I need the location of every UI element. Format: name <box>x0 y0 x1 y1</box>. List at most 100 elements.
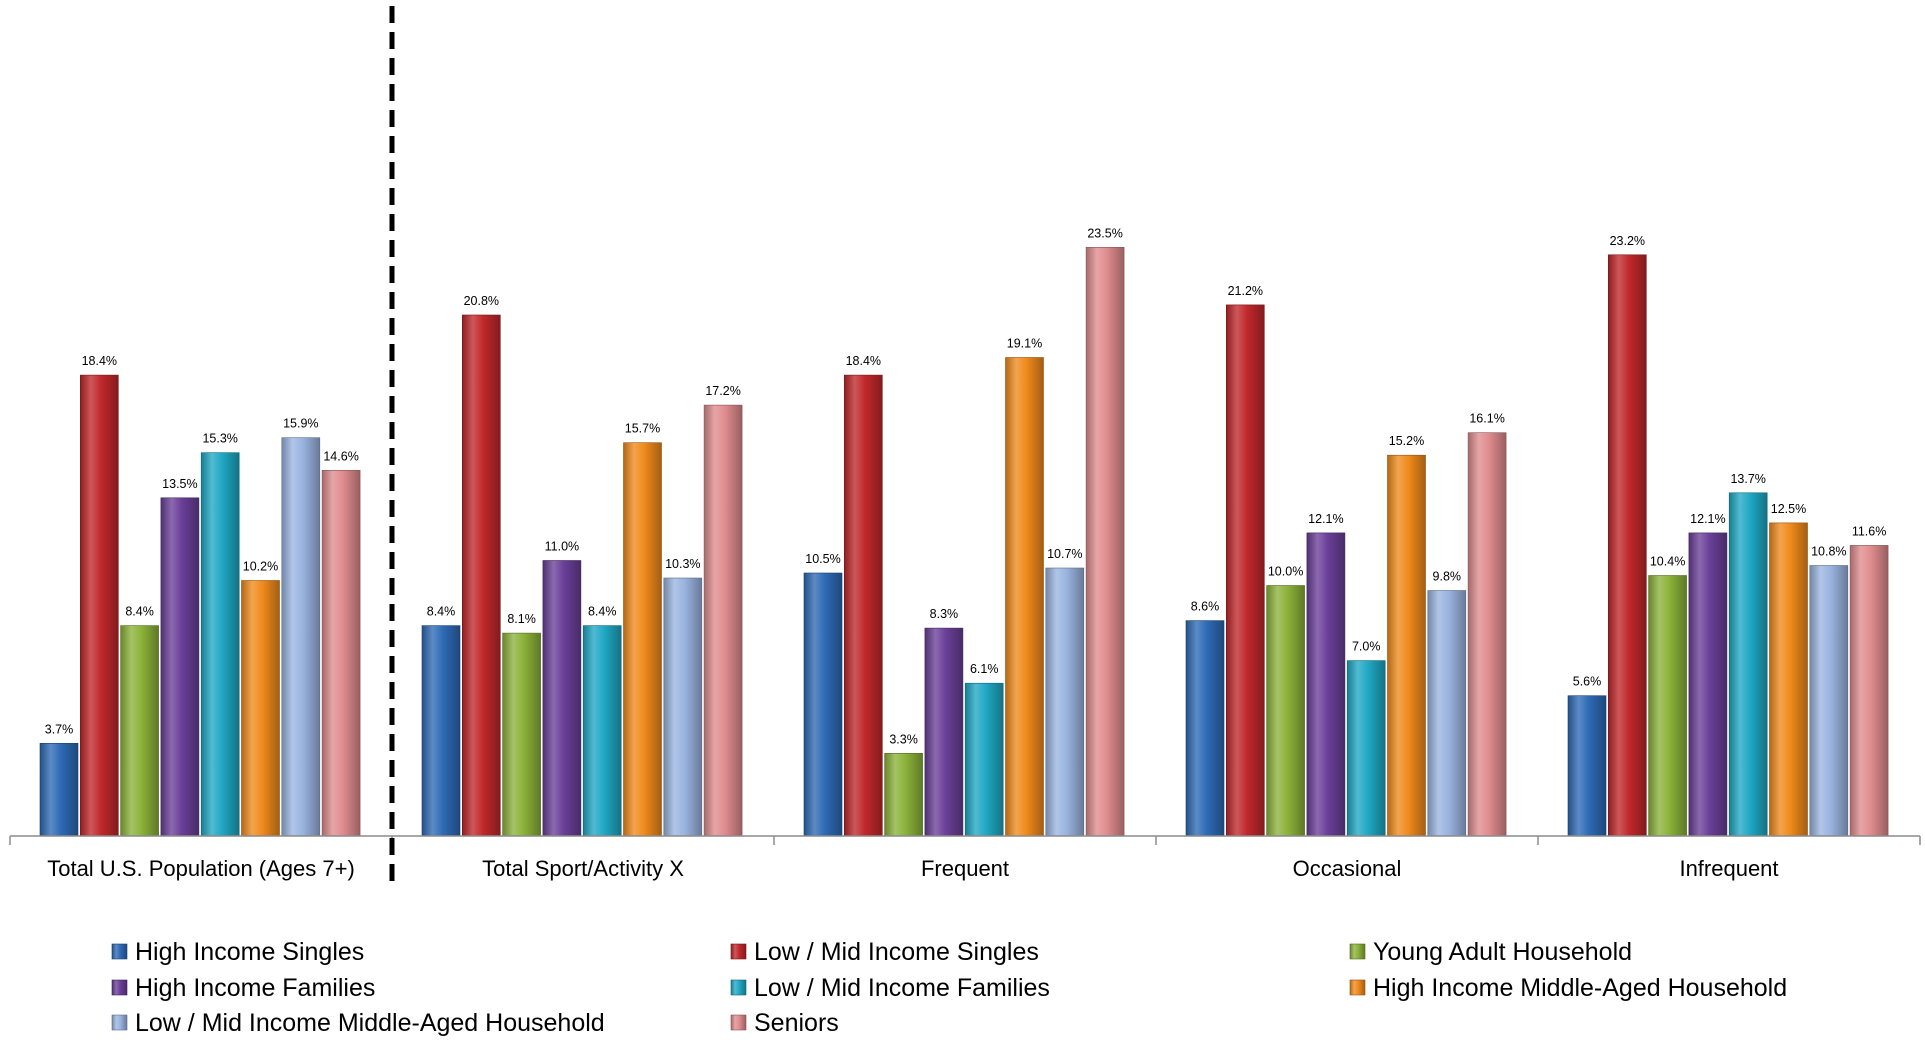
legend-swatch <box>1349 943 1366 960</box>
legend-item-low-mid-income-families: Low / Mid Income Families <box>730 974 1050 1002</box>
legend-item-high-income-families: High Income Families <box>111 974 375 1002</box>
bar-high-income-families-frequent <box>924 627 964 837</box>
legend-swatch <box>730 979 747 996</box>
value-label-low-mid-income-families-total-sport-activity-x: 8.4% <box>588 605 617 619</box>
bar-low-mid-income-singles-total-sport-activity-x <box>461 314 501 837</box>
value-label-high-income-middle-aged-household-frequent: 19.1% <box>1007 337 1042 351</box>
bar-young-adult-household-total-u-s-population-ages-7 <box>120 625 159 837</box>
legend: High Income Singles Low / Mid Income Sing… <box>111 938 1787 1037</box>
bar-high-income-middle-aged-household-total-u-s-population-ages-7 <box>241 580 280 837</box>
bar-high-income-singles-total-u-s-population-ages-7 <box>39 742 79 837</box>
legend-label: Low / Mid Income Middle-Aged Household <box>135 1009 605 1037</box>
legend-item-seniors: Seniors <box>730 1009 839 1037</box>
bar-low-mid-income-middle-aged-household-infrequent <box>1809 565 1849 837</box>
value-label-high-income-families-occasional: 12.1% <box>1308 512 1343 526</box>
value-label-young-adult-household-frequent: 3.3% <box>889 732 918 746</box>
bar-low-mid-income-middle-aged-household-total-u-s-population-ages-7 <box>281 437 321 837</box>
value-label-low-mid-income-middle-aged-household-infrequent: 10.8% <box>1811 545 1846 559</box>
bar-high-income-families-occasional <box>1306 532 1346 837</box>
value-label-seniors-total-sport-activity-x: 17.2% <box>705 384 740 398</box>
legend-label: Low / Mid Income Families <box>754 974 1050 1002</box>
legend-item-high-income-singles: High Income Singles <box>111 938 364 966</box>
bar-seniors-occasional <box>1467 432 1507 837</box>
bar-high-income-families-total-sport-activity-x <box>542 560 582 837</box>
x-axis: Total U.S. Population (Ages 7+) Total Spo… <box>9 6 1921 890</box>
value-label-high-income-singles-infrequent: 5.6% <box>1573 675 1602 689</box>
value-label-low-mid-income-families-total-u-s-population-ages-7: 15.3% <box>202 432 237 446</box>
bar-low-mid-income-middle-aged-household-total-sport-activity-x <box>663 577 703 837</box>
category-label-infrequent: Infrequent <box>1679 856 1778 881</box>
value-label-high-income-families-total-sport-activity-x: 11.0% <box>545 540 580 554</box>
legend-label: Low / Mid Income Singles <box>754 938 1039 966</box>
value-label-seniors-frequent: 23.5% <box>1087 226 1122 240</box>
value-label-low-mid-income-singles-infrequent: 23.2% <box>1610 234 1645 248</box>
value-label-low-mid-income-middle-aged-household-total-sport-activity-x: 10.3% <box>665 557 700 571</box>
value-label-seniors-total-u-s-population-ages-7: 14.6% <box>323 449 358 463</box>
legend-label: Young Adult Household <box>1373 938 1632 966</box>
value-label-high-income-families-frequent: 8.3% <box>930 607 959 621</box>
value-label-low-mid-income-singles-total-sport-activity-x: 20.8% <box>464 294 499 308</box>
bar-low-mid-income-middle-aged-household-occasional <box>1427 590 1467 837</box>
value-label-high-income-singles-total-sport-activity-x: 8.4% <box>427 605 456 619</box>
bar-seniors-infrequent <box>1849 545 1889 837</box>
legend-swatch <box>730 943 747 960</box>
category-label-total-sport-activity-x: Total Sport/Activity X <box>482 856 684 881</box>
bar-high-income-middle-aged-household-infrequent <box>1769 522 1808 837</box>
bar-low-mid-income-singles-total-u-s-population-ages-7 <box>80 374 119 837</box>
bar-low-mid-income-families-occasional <box>1346 660 1386 837</box>
value-labels-layer: 3.7% 18.4% 8.4% 13.5% 15.3% 10.2% 15.9% 14.6% 8.… <box>45 226 1887 746</box>
bar-low-mid-income-families-infrequent <box>1728 492 1768 837</box>
value-label-low-mid-income-families-occasional: 7.0% <box>1352 640 1381 654</box>
bar-high-income-singles-total-sport-activity-x <box>421 625 461 837</box>
bar-low-mid-income-families-total-u-s-population-ages-7 <box>200 452 240 837</box>
value-label-young-adult-household-total-u-s-population-ages-7: 8.4% <box>125 605 154 619</box>
bar-low-mid-income-singles-occasional <box>1226 304 1265 837</box>
bar-high-income-middle-aged-household-occasional <box>1387 454 1426 837</box>
value-label-high-income-singles-occasional: 8.6% <box>1191 600 1220 614</box>
value-label-high-income-singles-frequent: 10.5% <box>805 552 840 566</box>
bar-young-adult-household-frequent <box>884 752 923 837</box>
bar-low-mid-income-families-frequent <box>964 682 1004 837</box>
bar-high-income-families-total-u-s-population-ages-7 <box>160 497 200 837</box>
legend-label: High Income Singles <box>135 938 364 966</box>
legend-swatch <box>730 1014 747 1031</box>
legend-swatch <box>111 979 128 996</box>
legend-label: Seniors <box>754 1009 839 1037</box>
legend-item-high-income-middle-aged-household: High Income Middle-Aged Household <box>1349 974 1787 1002</box>
bars-layer <box>39 247 1889 837</box>
bar-low-mid-income-singles-frequent <box>843 374 883 837</box>
legend-swatch <box>1349 979 1366 996</box>
legend-item-low-mid-income-singles: Low / Mid Income Singles <box>730 938 1039 966</box>
value-label-young-adult-household-occasional: 10.0% <box>1268 565 1303 579</box>
legend-label: High Income Middle-Aged Household <box>1373 974 1787 1002</box>
value-label-high-income-middle-aged-household-occasional: 15.2% <box>1389 434 1424 448</box>
legend-swatch <box>111 943 128 960</box>
legend-swatch <box>111 1014 128 1031</box>
value-label-low-mid-income-singles-frequent: 18.4% <box>846 354 881 368</box>
value-label-seniors-occasional: 16.1% <box>1469 412 1504 426</box>
bar-low-mid-income-singles-infrequent <box>1608 254 1647 837</box>
bar-seniors-frequent <box>1085 247 1125 837</box>
value-label-high-income-families-total-u-s-population-ages-7: 13.5% <box>162 477 197 491</box>
value-label-young-adult-household-total-sport-activity-x: 8.1% <box>507 612 536 626</box>
bar-young-adult-household-occasional <box>1266 585 1305 837</box>
value-label-low-mid-income-middle-aged-household-occasional: 9.8% <box>1433 570 1462 584</box>
category-label-occasional: Occasional <box>1293 856 1402 881</box>
legend-item-low-mid-income-middle-aged-household: Low / Mid Income Middle-Aged Household <box>111 1009 605 1037</box>
value-label-young-adult-household-infrequent: 10.4% <box>1650 555 1685 569</box>
legend-label: High Income Families <box>135 974 375 1002</box>
bar-high-income-middle-aged-household-total-sport-activity-x <box>623 442 662 837</box>
value-label-high-income-families-infrequent: 12.1% <box>1690 512 1725 526</box>
bar-young-adult-household-total-sport-activity-x <box>502 632 541 837</box>
value-label-low-mid-income-singles-total-u-s-population-ages-7: 18.4% <box>82 354 117 368</box>
value-label-high-income-middle-aged-household-total-u-s-population-ages-7: 10.2% <box>243 560 278 574</box>
value-label-low-mid-income-middle-aged-household-frequent: 10.7% <box>1047 547 1082 561</box>
bar-high-income-singles-infrequent <box>1567 695 1607 837</box>
bar-high-income-singles-occasional <box>1185 620 1225 837</box>
bar-low-mid-income-middle-aged-household-frequent <box>1045 567 1085 837</box>
bar-seniors-total-sport-activity-x <box>703 404 743 837</box>
value-label-seniors-infrequent: 11.6% <box>1852 524 1887 538</box>
value-label-low-mid-income-singles-occasional: 21.2% <box>1228 284 1263 298</box>
bar-high-income-families-infrequent <box>1688 532 1728 837</box>
